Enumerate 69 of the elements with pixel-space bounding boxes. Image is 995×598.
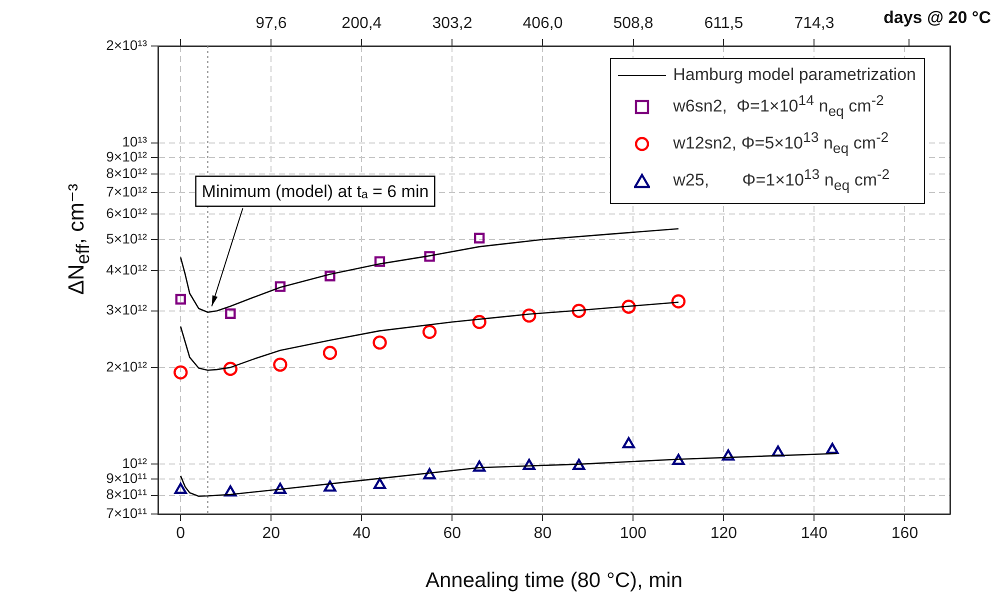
point <box>572 458 586 470</box>
x-axis-title: Annealing time (80 °C), min <box>425 569 683 592</box>
y-tick-label: 8×10¹¹ <box>106 486 148 502</box>
point <box>274 281 286 292</box>
point <box>722 449 735 461</box>
legend-label: w25, Φ=1×10$^{13}$ n$_{eq}$ cm$^{-2}$ <box>673 166 890 194</box>
point <box>274 482 286 494</box>
point <box>472 314 486 330</box>
point <box>174 365 188 380</box>
point <box>374 256 386 267</box>
point <box>522 458 536 470</box>
legend-label: w6sn2, Φ=1×10$^{14}$ n$_{eq}$ cm$^{-2}$ <box>673 92 884 120</box>
point <box>373 478 386 490</box>
point <box>175 294 186 305</box>
x2-axis-title: days @ 20 °C <box>884 8 991 28</box>
point <box>672 454 685 465</box>
y-tick-label: 6×10¹² <box>106 204 148 221</box>
x2-tick-label: 303,2 <box>432 14 472 32</box>
legend-label: w12sn2, Φ=5×10$^{13}$ n$_{eq}$ cm$^{-2}$ <box>673 130 889 158</box>
point <box>572 304 586 318</box>
y-tick-label: 8×10¹² <box>106 164 148 181</box>
point <box>423 468 436 480</box>
point <box>372 335 387 350</box>
y-tick-label: 9×10¹² <box>106 148 148 164</box>
point <box>224 485 237 497</box>
point <box>422 324 437 339</box>
point <box>322 346 338 360</box>
point <box>424 251 435 262</box>
point <box>223 362 238 376</box>
point <box>324 270 336 282</box>
y-tick-label: 7×10¹¹ <box>106 504 148 521</box>
y-tick-label: 4×10¹² <box>106 262 148 278</box>
point <box>473 460 486 472</box>
y-tick-label: 10¹³ <box>122 134 148 150</box>
point <box>622 437 635 448</box>
point <box>522 308 536 323</box>
point <box>324 480 336 492</box>
point <box>622 300 636 314</box>
x2-tick-label: 508,8 <box>613 14 654 32</box>
point <box>671 294 686 308</box>
x-tick-label: 80 <box>534 525 552 542</box>
annotation: Minimum (model) at tₐ = 6 min <box>202 182 429 201</box>
point <box>826 442 839 454</box>
point <box>225 308 236 320</box>
x2-tick-label: 97,6 <box>256 14 287 32</box>
y-tick-label: 2×10¹³ <box>106 36 148 53</box>
y-tick-label: 3×10¹² <box>106 302 148 318</box>
x-tick-label: 140 <box>800 525 828 542</box>
y-tick-label: 9×10¹¹ <box>106 470 148 486</box>
x-tick-label: 120 <box>710 525 738 542</box>
x-tick-label: 40 <box>352 525 371 542</box>
point <box>174 482 187 494</box>
point <box>474 232 485 244</box>
x-tick-label: 100 <box>620 525 647 542</box>
x2-tick-label: 611,5 <box>704 14 744 32</box>
x2-tick-label: 200,4 <box>342 14 382 32</box>
x-tick-label: 160 <box>891 525 918 542</box>
x-tick-label: 0 <box>176 525 186 542</box>
point <box>273 358 288 372</box>
y-tick-label: 5×10¹² <box>106 230 148 246</box>
y-tick-label: 10¹² <box>122 455 148 472</box>
y-tick-label: 2×10¹² <box>106 358 148 374</box>
x-tick-label: 60 <box>443 525 462 542</box>
y-tick-label: 7×10¹² <box>106 183 148 200</box>
legend-label: Hamburg model parametrization <box>673 65 916 85</box>
point <box>772 445 784 457</box>
x2-tick-label: 714,3 <box>794 14 834 32</box>
x2-tick-label: 406,0 <box>522 14 563 32</box>
x-tick-label: 20 <box>262 525 280 542</box>
